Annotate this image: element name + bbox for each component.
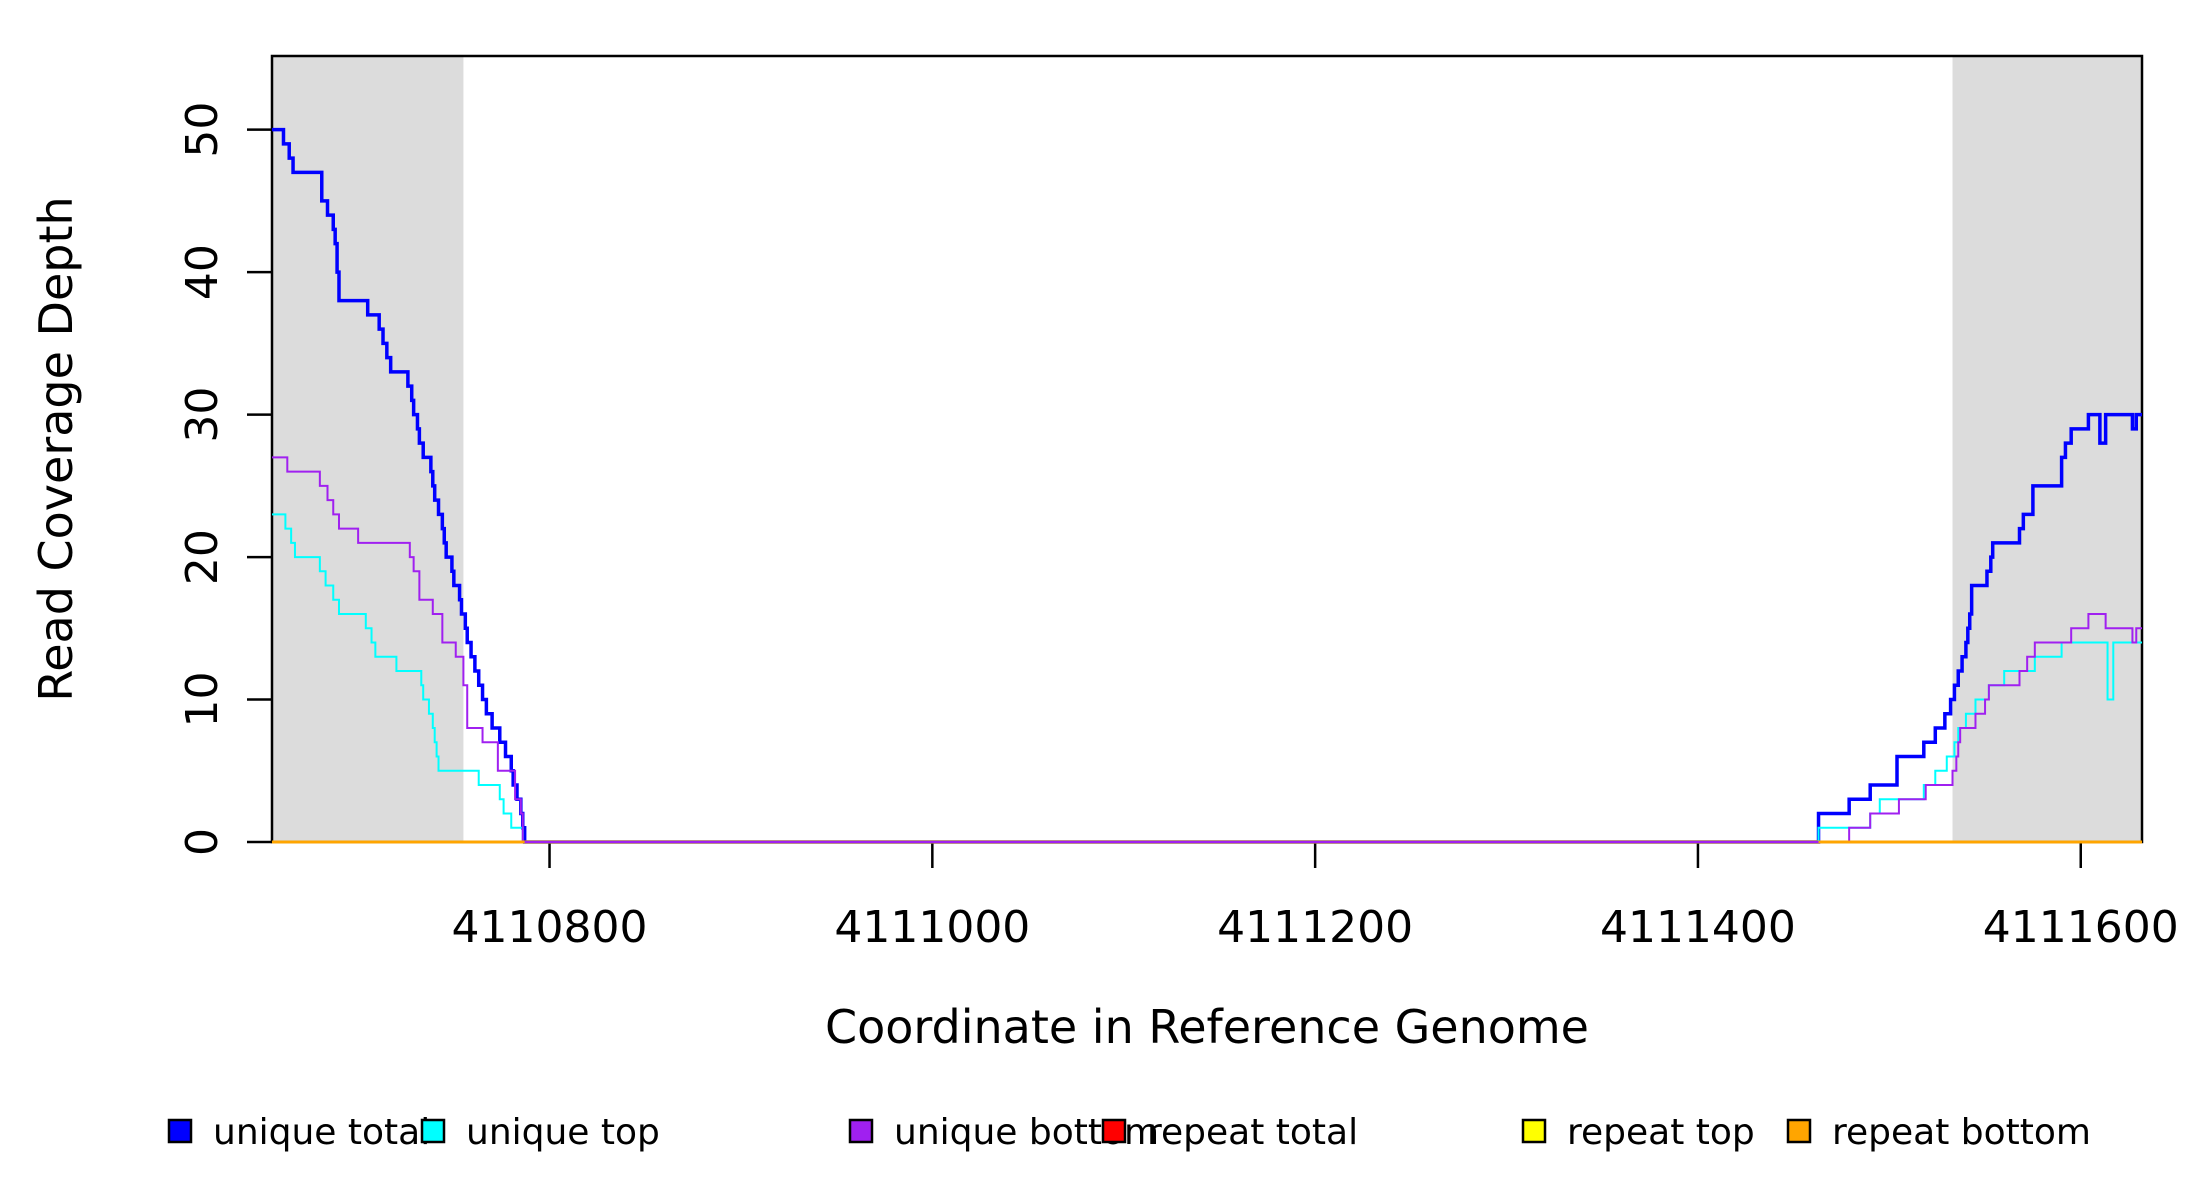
legend-swatch-unique-bottom — [848, 1118, 874, 1144]
shaded-regions-layer — [272, 56, 2142, 842]
y-tick-label: 40 — [177, 244, 228, 300]
legend-swatch-repeat-top — [1521, 1118, 1547, 1144]
x-axis-title: Coordinate in Reference Genome — [825, 1000, 1589, 1054]
y-tick-label: 0 — [177, 828, 228, 856]
legend-label-repeat-top: repeat top — [1567, 1112, 1755, 1153]
x-tick-label: 4111200 — [1217, 902, 1413, 953]
plot-box — [270, 54, 2144, 844]
y-axis-title: Read Coverage Depth — [29, 196, 83, 701]
shaded-region — [272, 56, 464, 842]
series-layer — [272, 127, 2142, 844]
legend-swatch-unique-total — [167, 1118, 193, 1144]
x-tick-label: 4111600 — [1983, 902, 2179, 953]
x-tick-label: 4110800 — [452, 902, 648, 953]
x-tick-label: 4111000 — [834, 902, 1030, 953]
y-tick-label: 20 — [177, 529, 228, 585]
legend-swatch-repeat-bottom — [1786, 1118, 1812, 1144]
x-tick-label: 4111400 — [1600, 902, 1796, 953]
legend-label-unique-top: unique top — [466, 1112, 660, 1153]
legend-label-repeat-bottom: repeat bottom — [1832, 1112, 2091, 1153]
series-unique-total-line — [272, 127, 2142, 844]
y-tick-label: 50 — [177, 102, 228, 158]
legend-swatch-repeat-total — [1101, 1118, 1127, 1144]
shaded-region — [1952, 56, 2142, 842]
legend: unique total unique top unique bottomrepea… — [167, 1112, 2091, 1153]
y-tick-label: 10 — [177, 672, 228, 728]
legend-label-unique-total: unique total — [213, 1112, 430, 1153]
series-unique-bottom-line — [272, 456, 2142, 843]
legend-swatch-unique-top — [420, 1118, 446, 1144]
legend-label-repeat-total: repeat total — [1147, 1112, 1358, 1153]
axes-layer: 0 10 20 30 40 50 4110800 4111000 4111200 4111400 4… — [177, 54, 2179, 953]
y-tick-label: 30 — [177, 387, 228, 443]
series-unique-top-line — [272, 513, 2142, 843]
